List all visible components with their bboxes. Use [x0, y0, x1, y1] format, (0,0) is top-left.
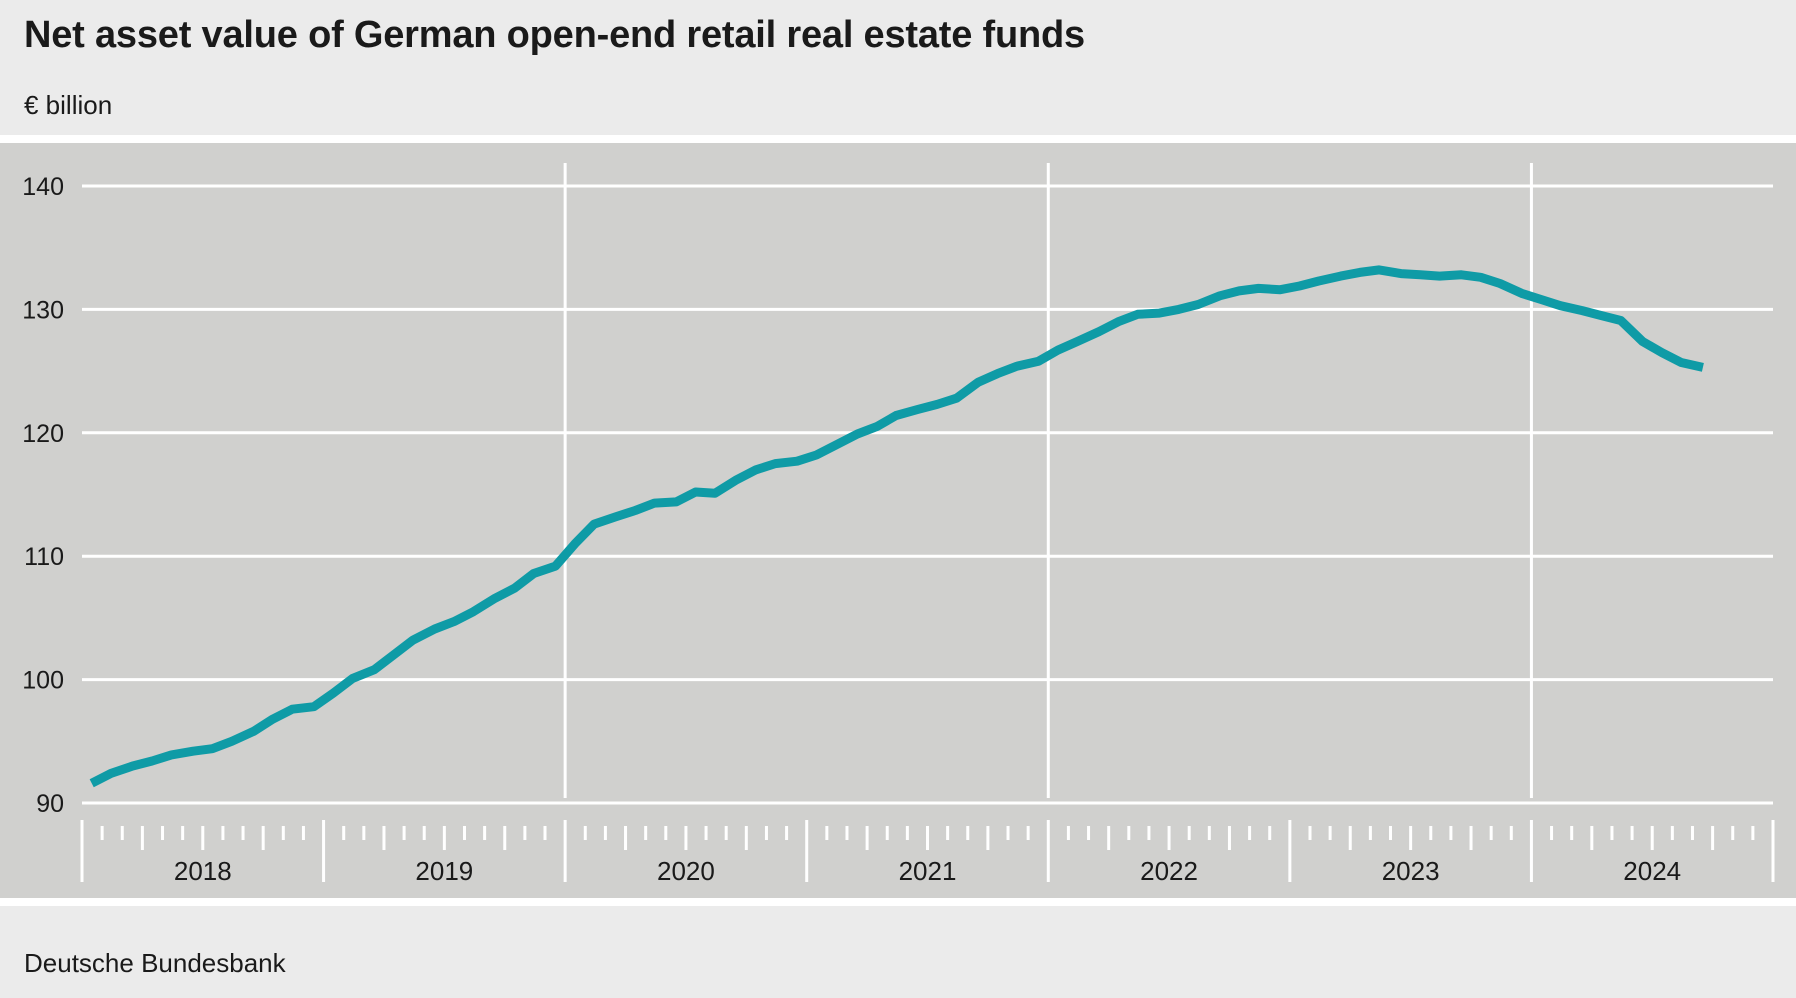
year-label: 2024 — [1623, 856, 1681, 886]
year-label: 2022 — [1140, 856, 1198, 886]
bottom-divider — [0, 898, 1796, 906]
chart-title: Net asset value of German open-end retai… — [24, 14, 1085, 56]
year-label: 2023 — [1382, 856, 1440, 886]
y-tick-label: 90 — [36, 790, 64, 818]
y-gridlines — [82, 184, 1773, 805]
year-label: 2020 — [657, 856, 715, 886]
series-line — [89, 265, 1704, 788]
y-axis: 90 100 110 120 130 140 — [22, 173, 64, 818]
year-label: 2021 — [899, 856, 957, 886]
y-tick-label: 110 — [24, 543, 64, 571]
plot-area — [0, 143, 1796, 898]
year-label: 2018 — [174, 856, 232, 886]
series-layer — [89, 265, 1704, 788]
y-tick-label: 130 — [22, 296, 64, 324]
x-axis: 2018 2019 2020 2021 2022 2023 2024 — [80, 820, 1775, 886]
y-tick-label: 140 — [22, 173, 64, 201]
y-tick-label: 100 — [22, 667, 64, 695]
year-label: 2019 — [415, 856, 473, 886]
year-gridlines — [563, 163, 1533, 798]
source-label: Deutsche Bundesbank — [24, 948, 286, 978]
y-tick-label: 120 — [22, 420, 64, 448]
unit-label: € billion — [24, 90, 113, 120]
top-divider — [0, 135, 1796, 143]
